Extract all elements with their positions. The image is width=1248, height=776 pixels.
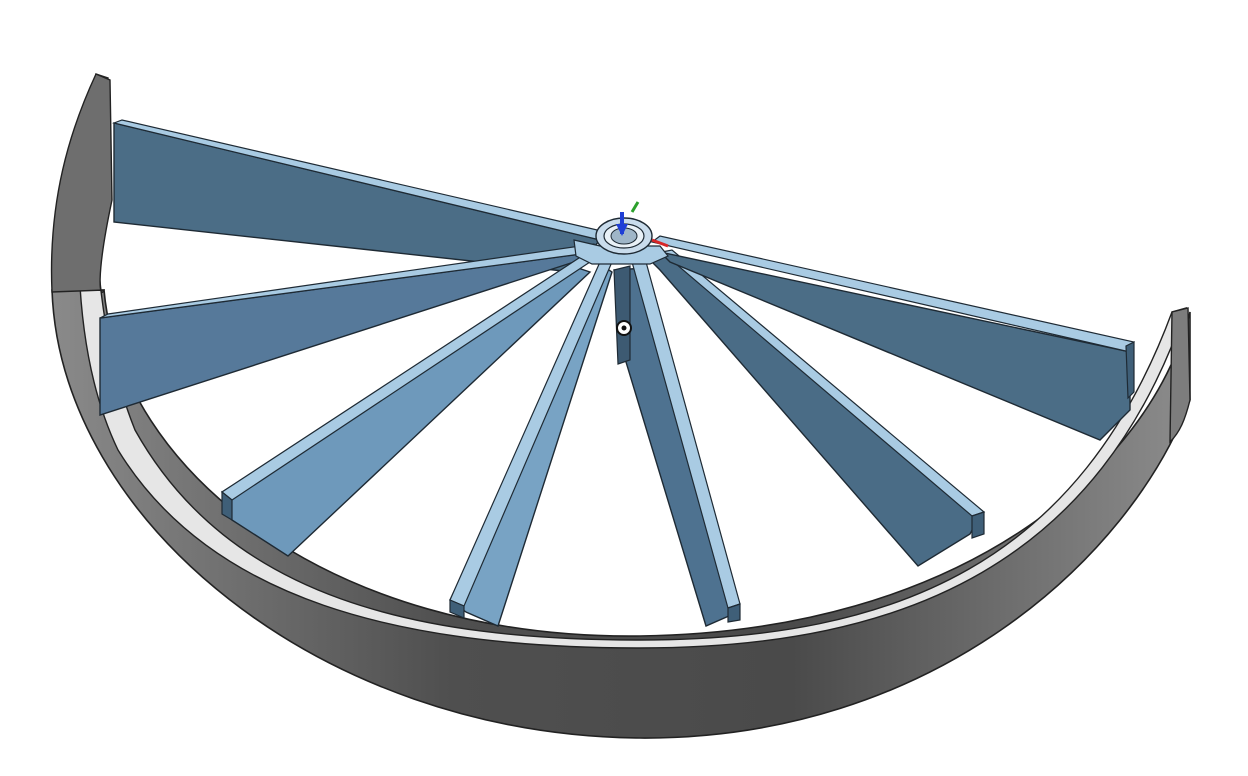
- vane-7[interactable]: [650, 235, 1135, 441]
- triad-x-axis: [651, 238, 669, 248]
- vanes[interactable]: [99, 119, 1135, 627]
- rim-right-end: [1169, 307, 1191, 444]
- origin-point-icon[interactable]: [616, 320, 632, 336]
- rim-left-end: [50, 73, 113, 293]
- rim-wall[interactable]: [50, 73, 1191, 739]
- triad-y-axis: [630, 201, 640, 213]
- hub-shaft[interactable]: [613, 265, 631, 365]
- vane-3[interactable]: [220, 255, 592, 557]
- vane-1[interactable]: [111, 119, 608, 273]
- coordinate-triad-icon: [616, 201, 669, 248]
